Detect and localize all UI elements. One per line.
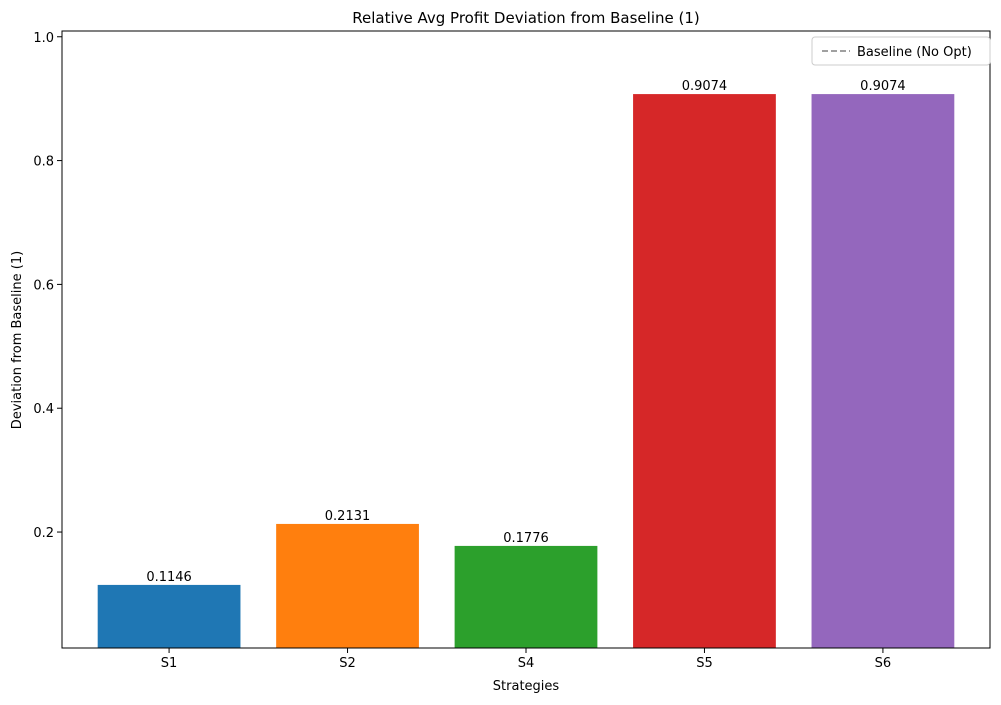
bar-value-label-s5: 0.9074	[682, 79, 728, 94]
y-tick-label-0: 0.2	[33, 526, 54, 541]
bar-s6	[811, 94, 955, 648]
x-tick-label-s1: S1	[161, 656, 178, 671]
chart-title: Relative Avg Profit Deviation from Basel…	[352, 9, 700, 27]
bar-s2	[276, 523, 419, 648]
legend-box	[811, 36, 991, 66]
axes-layer: S1 S2 S4 S5 S6 0.2 0.4 0.6 0.8 1.0	[33, 30, 991, 671]
plot-frame	[61, 30, 991, 649]
bar-value-label-s6: 0.9074	[860, 79, 906, 94]
bar-s1	[97, 584, 241, 648]
legend: Baseline (No Opt)	[811, 36, 991, 66]
x-axis-label: Strategies	[493, 679, 560, 694]
y-tick-label-4: 1.0	[33, 31, 54, 46]
bar-s5	[633, 94, 776, 648]
bar-s4	[454, 545, 598, 648]
x-tick-label-s2: S2	[339, 656, 356, 671]
x-tick-label-s4: S4	[518, 656, 535, 671]
bar-value-label-s1: 0.1146	[146, 570, 192, 585]
y-tick-label-3: 0.8	[33, 155, 54, 170]
x-tick-label-s6: S6	[875, 656, 892, 671]
legend-label-baseline: Baseline (No Opt)	[857, 45, 972, 60]
x-tick-label-s5: S5	[696, 656, 713, 671]
bar-value-label-s4: 0.1776	[503, 531, 549, 546]
bar-value-label-s2: 0.2131	[325, 509, 371, 524]
bars-layer: 0.1146 0.2131 0.1776 0.9074 0.9074	[97, 79, 955, 648]
y-tick-label-1: 0.4	[33, 402, 54, 417]
y-axis-label: Deviation from Baseline (1)	[10, 251, 25, 429]
y-tick-label-2: 0.6	[33, 278, 54, 293]
